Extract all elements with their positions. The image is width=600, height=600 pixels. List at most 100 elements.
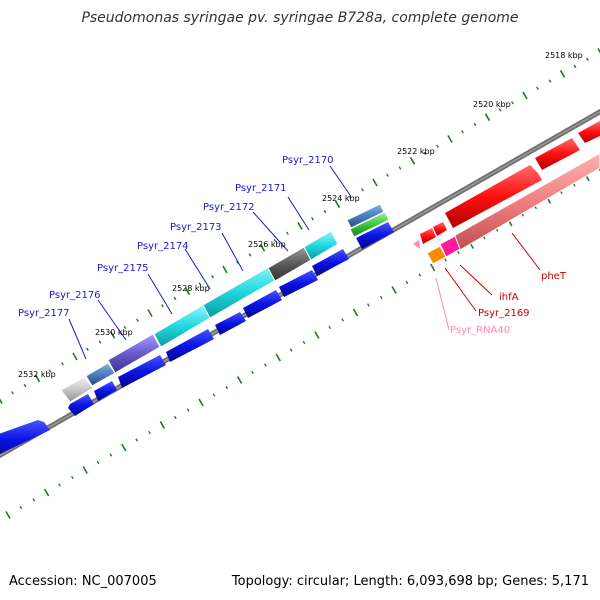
leader-ihfa bbox=[459, 264, 493, 296]
gene-label-psyr-2175: Psyr_2175 bbox=[97, 263, 149, 274]
cds-arrow-4 bbox=[118, 355, 166, 388]
inner-tick-mark bbox=[186, 408, 190, 412]
outer-tick-mark bbox=[473, 122, 477, 127]
outer-tick-mark bbox=[348, 195, 352, 199]
outer-tick-mark bbox=[23, 383, 27, 388]
outer-tick-mark bbox=[447, 135, 453, 143]
leader-psyr-2171 bbox=[287, 196, 310, 231]
outer-tick-mark bbox=[248, 253, 252, 257]
gene-block-violet bbox=[107, 333, 161, 374]
outer-tick-mark bbox=[536, 86, 539, 90]
outer-tick-mark bbox=[236, 260, 239, 264]
outer-tick-mark bbox=[109, 330, 116, 339]
tick-label-2532: 2532 kbp bbox=[18, 370, 56, 379]
gene-block-pink-small bbox=[413, 240, 420, 249]
inner-tick-mark bbox=[198, 398, 204, 407]
outer-tick-mark bbox=[409, 156, 416, 165]
outer-tick-mark bbox=[586, 57, 589, 61]
outer-tick-mark bbox=[573, 64, 577, 69]
gene-label-psyr-2172: Psyr_2172 bbox=[203, 202, 255, 213]
cds-arrow-2 bbox=[68, 394, 94, 416]
inner-tick-mark bbox=[43, 488, 50, 497]
outer-tick-mark bbox=[372, 178, 378, 187]
leader-psyr-2175 bbox=[147, 273, 173, 315]
inner-tick-mark bbox=[366, 303, 370, 307]
red-gene-track bbox=[420, 121, 600, 244]
outer-tick-mark bbox=[259, 243, 266, 252]
inner-tick-mark bbox=[314, 331, 320, 339]
cds-arrow-3 bbox=[94, 381, 117, 401]
inner-tick-mark bbox=[32, 498, 36, 502]
tick-label-2530: 2530 kbp bbox=[95, 328, 133, 337]
cds-arrow-7 bbox=[243, 290, 282, 318]
inner-tick-mark bbox=[430, 263, 436, 272]
inner-tick-mark bbox=[159, 421, 166, 429]
leader-psyr-2169 bbox=[444, 267, 477, 312]
outer-tick-mark bbox=[423, 151, 427, 156]
gene-block-cyan-3 bbox=[303, 230, 339, 261]
outer-tick-mark bbox=[11, 391, 14, 395]
leader-psyr-2172 bbox=[252, 211, 289, 252]
inner-tick-mark bbox=[135, 438, 139, 442]
gene-block-lightgrey bbox=[60, 376, 94, 403]
cds-arrow-9 bbox=[312, 249, 349, 276]
inner-tick-mark bbox=[405, 280, 409, 285]
cds-red-1 bbox=[420, 228, 436, 244]
gene-label-psyr-2177: Psyr_2177 bbox=[18, 308, 70, 319]
cds-arrow-6 bbox=[215, 312, 246, 335]
inner-tick-mark bbox=[521, 213, 525, 217]
gene-block-orange bbox=[426, 245, 447, 265]
outer-tick-mark bbox=[173, 296, 177, 301]
gene-label-psyr-2170: Psyr_2170 bbox=[282, 155, 334, 166]
inner-tick-mark bbox=[341, 318, 345, 322]
tick-label-2528: 2528 kbp bbox=[172, 284, 210, 293]
outer-tick-mark bbox=[548, 79, 552, 83]
inner-tick-mark bbox=[302, 340, 306, 345]
tick-label-2524: 2524 kbp bbox=[322, 194, 360, 203]
gene-label-psyr-2176: Psyr_2176 bbox=[49, 290, 101, 301]
outer-tick-mark bbox=[311, 217, 314, 221]
inner-tick-mark bbox=[534, 205, 538, 210]
outer-tick-mark bbox=[161, 304, 164, 308]
outer-tick-mark bbox=[184, 287, 191, 296]
leader-psyr-2176 bbox=[97, 299, 127, 341]
inner-tick-mark bbox=[82, 466, 88, 474]
gene-label-phet: pheT bbox=[541, 271, 567, 282]
inner-tick-mark bbox=[96, 460, 100, 465]
inner-tick-mark bbox=[5, 511, 11, 519]
outer-tick-mark bbox=[498, 108, 502, 112]
gene-label-psyr-2173: Psyr_2173 bbox=[170, 222, 222, 233]
outer-tick-mark bbox=[136, 318, 139, 322]
gene-label-psyr-2174: Psyr_2174 bbox=[137, 241, 189, 252]
outer-tick-mark bbox=[297, 222, 303, 230]
gene-label-ihfa: ihfA bbox=[499, 292, 519, 303]
gene-label-psyr-2169: Psyr_2169 bbox=[478, 308, 530, 319]
inner-tick-mark bbox=[225, 385, 229, 390]
inner-tick-mark bbox=[391, 286, 397, 294]
forward-gene-track bbox=[60, 152, 600, 403]
outer-tick-mark bbox=[361, 188, 364, 192]
inner-tick-mark bbox=[572, 183, 576, 187]
inner-tick-mark bbox=[173, 415, 177, 420]
outer-tick-mark bbox=[323, 209, 327, 214]
inner-tick-mark bbox=[212, 393, 216, 397]
outer-tick-mark bbox=[211, 275, 214, 279]
leader-phet bbox=[511, 232, 541, 271]
gene-label-psyr-2171: Psyr_2171 bbox=[235, 183, 287, 194]
outer-tick-mark bbox=[48, 369, 52, 373]
leader-psyr-2177 bbox=[68, 318, 87, 360]
cds-red-3 bbox=[445, 165, 542, 228]
inner-tick-mark bbox=[275, 353, 281, 362]
outer-tick-mark bbox=[273, 238, 277, 243]
outer-tick-mark bbox=[34, 374, 41, 383]
tick-label-2522: 2522 kbp bbox=[397, 147, 435, 156]
outer-tick-mark bbox=[398, 166, 402, 170]
outer-tick-mark bbox=[484, 113, 491, 122]
inner-tick-mark bbox=[418, 273, 422, 277]
outer-tick-mark bbox=[98, 340, 102, 344]
outer-tick-mark bbox=[72, 352, 78, 361]
inner-tick-mark bbox=[352, 308, 359, 317]
outer-tick-mark bbox=[511, 101, 514, 105]
outer-tick-mark bbox=[334, 200, 341, 209]
outer-tick-mark bbox=[461, 130, 464, 134]
